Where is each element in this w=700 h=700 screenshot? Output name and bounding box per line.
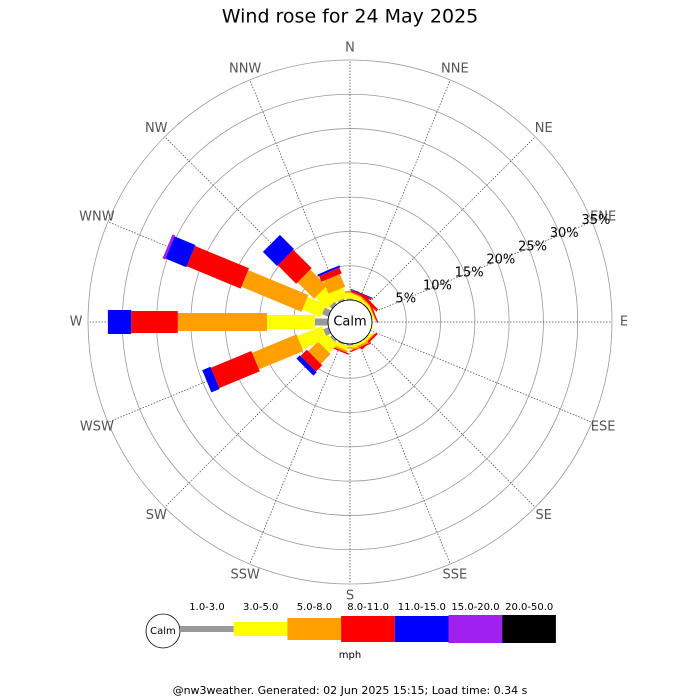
r-tick-label: 15%: [455, 265, 484, 280]
legend-label: 5.0-8.0: [297, 602, 332, 613]
legend-label: 15.0-20.0: [451, 602, 499, 613]
wind-segment: [315, 287, 337, 309]
r-tick-label: 25%: [518, 239, 547, 254]
legend-swatch: [233, 622, 288, 636]
direction-label: NE: [535, 121, 553, 136]
legend-swatch: [394, 616, 449, 642]
wind-segment: [346, 344, 354, 346]
legend-swatch: [341, 616, 395, 642]
wind-segment: [346, 298, 354, 300]
wind-segment: [262, 234, 294, 266]
wind-segment: [300, 349, 323, 372]
wind-segment: [267, 315, 315, 329]
legend-label: 3.0-5.0: [243, 602, 278, 613]
wind-segment: [107, 310, 132, 334]
r-tick-label: 20%: [486, 252, 515, 267]
calm-label: Calm: [333, 315, 366, 330]
direction-label: SSW: [230, 568, 260, 583]
wind-segment: [368, 301, 379, 323]
chart-title: Wind rose for 24 May 2025: [222, 6, 479, 28]
wind-segment: [319, 267, 342, 282]
direction-label: SW: [146, 508, 167, 523]
legend-label: 1.0-3.0: [189, 602, 224, 613]
spoke: [358, 342, 451, 565]
r-tick-label: 35%: [581, 213, 610, 228]
wind-segment: [368, 306, 375, 320]
wind-segment: [165, 236, 196, 268]
direction-label: NNW: [229, 61, 261, 76]
wind-segment: [241, 270, 309, 312]
spoke: [370, 330, 593, 423]
legend-swatch: [448, 615, 503, 643]
spoke: [370, 221, 593, 314]
wind-segment: [330, 287, 348, 303]
r-tick-label: 10%: [423, 278, 452, 293]
wind-segment: [297, 326, 328, 350]
calm-circle: [327, 299, 373, 345]
wind-segment: [210, 351, 260, 389]
direction-label: ENE: [590, 210, 616, 225]
legend-swatch: [180, 626, 234, 632]
legend-calm-label: Calm: [150, 626, 176, 637]
wind-segment: [368, 304, 377, 322]
direction-label: ESE: [591, 419, 616, 434]
spoke: [358, 79, 451, 302]
direction-label: S: [346, 589, 354, 604]
wind-segment: [308, 341, 331, 364]
direction-label: SSE: [442, 568, 467, 583]
spoke: [249, 79, 342, 302]
direction-label: WNW: [79, 210, 115, 225]
wind-segment: [337, 341, 345, 345]
legend-label: 11.0-15.0: [398, 602, 446, 613]
direction-label: NNE: [441, 61, 469, 76]
wind-segment: [329, 301, 337, 309]
legend-swatch: [287, 618, 342, 640]
direction-label: E: [620, 315, 628, 330]
spoke: [249, 342, 342, 565]
wind-segment: [131, 311, 178, 333]
footer: @nw3weather. Generated: 02 Jun 2025 15:1…: [173, 684, 528, 697]
wind-segment: [277, 249, 312, 284]
r-tick-label: 5%: [395, 292, 416, 307]
wind-segment: [350, 342, 371, 353]
spoke: [365, 337, 536, 508]
wind-segment: [322, 307, 331, 317]
wind-segment: [333, 340, 348, 351]
wind-segment: [330, 335, 337, 342]
direction-label: WSW: [80, 419, 114, 434]
spoke: [365, 136, 536, 307]
wind-segment: [317, 265, 341, 277]
direction-label: NW: [145, 121, 168, 136]
direction-label: W: [70, 315, 83, 330]
wind-segment: [323, 274, 346, 294]
wind-segment: [186, 246, 249, 289]
r-tick-label: 30%: [550, 226, 579, 241]
wind-segment: [350, 288, 373, 299]
legend-label: 8.0-11.0: [347, 602, 389, 613]
wind-segment: [252, 334, 304, 370]
unit-label: mph: [339, 650, 361, 661]
wind-segment: [296, 355, 317, 376]
grid-ring: [87, 59, 613, 585]
wind-segment: [202, 366, 220, 393]
wind-segment: [297, 269, 327, 299]
wind-segment: [177, 313, 267, 331]
legend-swatch: [502, 615, 556, 643]
wind-segment: [302, 296, 326, 318]
legend-label: 20.0-50.0: [505, 602, 553, 613]
wind-segment: [337, 298, 345, 303]
wind-segment: [162, 234, 175, 260]
direction-label: N: [345, 41, 355, 56]
direction-label: SE: [536, 508, 552, 523]
wind-segment: [315, 318, 328, 326]
